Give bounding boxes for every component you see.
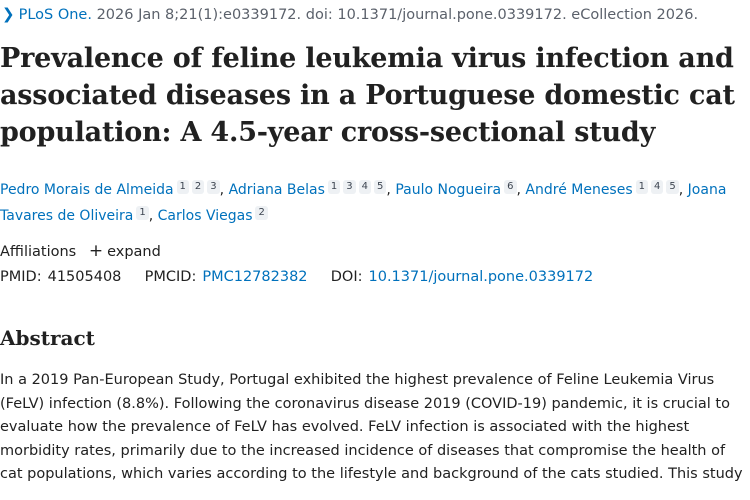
affiliation-number[interactable]: 1: [136, 206, 149, 220]
affiliation-number[interactable]: 3: [207, 180, 220, 194]
affiliation-number[interactable]: 3: [343, 180, 356, 194]
affiliation-number[interactable]: 1: [327, 180, 341, 194]
affiliations-row: Affiliations + expand: [0, 241, 161, 261]
pmid-label: PMID:: [0, 269, 42, 285]
abstract-heading: Abstract: [0, 326, 95, 350]
doi-link[interactable]: 10.1371/journal.pone.0339172: [368, 269, 594, 285]
author-link[interactable]: Pedro Morais de Almeida: [0, 182, 174, 198]
identifiers-row: PMID: 41505408 PMCID: PMC12782382 DOI: 10.1…: [0, 269, 593, 285]
pmid-value: 41505408: [47, 269, 122, 285]
author-link[interactable]: Paulo Nogueira: [395, 182, 502, 198]
author-link[interactable]: Adriana Belas: [228, 182, 325, 198]
author-list: Pedro Morais de Almeida 1 2 3, Adriana Bela…: [0, 177, 748, 229]
citation-line: ❯ PLoS One. 2026 Jan 8;21(1):e0339172. do…: [2, 5, 698, 23]
affiliation-number[interactable]: 2: [255, 206, 268, 220]
author-separator: ,: [516, 182, 526, 198]
affiliation-number[interactable]: 4: [651, 180, 664, 194]
plus-icon: +: [88, 241, 104, 261]
expand-label: expand: [107, 244, 161, 260]
affiliation-number[interactable]: 4: [358, 180, 372, 194]
author-separator: ,: [219, 182, 229, 198]
author-link[interactable]: André Meneses: [525, 182, 633, 198]
chevron-right-icon[interactable]: ❯: [2, 5, 15, 23]
affiliation-number[interactable]: 5: [374, 180, 387, 194]
affiliation-number[interactable]: 1: [176, 180, 189, 194]
affiliation-number[interactable]: 6: [504, 180, 517, 194]
affiliation-number[interactable]: 5: [666, 180, 679, 194]
pmcid-label: PMCID:: [144, 269, 197, 285]
author-separator: ,: [678, 182, 688, 198]
journal-link[interactable]: PLoS One.: [18, 7, 92, 23]
abstract-text: In a 2019 Pan-European Study, Portugal e…: [0, 372, 743, 482]
author-link[interactable]: Joana Tavares de Oliveira: [0, 182, 727, 224]
pmcid-link[interactable]: PMC12782382: [202, 269, 308, 285]
affiliation-number[interactable]: 2: [191, 180, 205, 194]
author-link[interactable]: Carlos Viegas: [157, 208, 253, 224]
affiliations-label: Affiliations: [0, 244, 77, 260]
page-title: Prevalence of feline leukemia virus infe…: [0, 43, 735, 148]
affiliations-expand-button[interactable]: + expand: [88, 241, 161, 261]
author-separator: ,: [148, 208, 158, 224]
author-separator: ,: [386, 182, 396, 198]
doi-label: DOI:: [330, 269, 363, 285]
citation-details: 2026 Jan 8;21(1):e0339172. doi: 10.1371/…: [96, 7, 699, 23]
affiliation-number[interactable]: 1: [635, 180, 649, 194]
